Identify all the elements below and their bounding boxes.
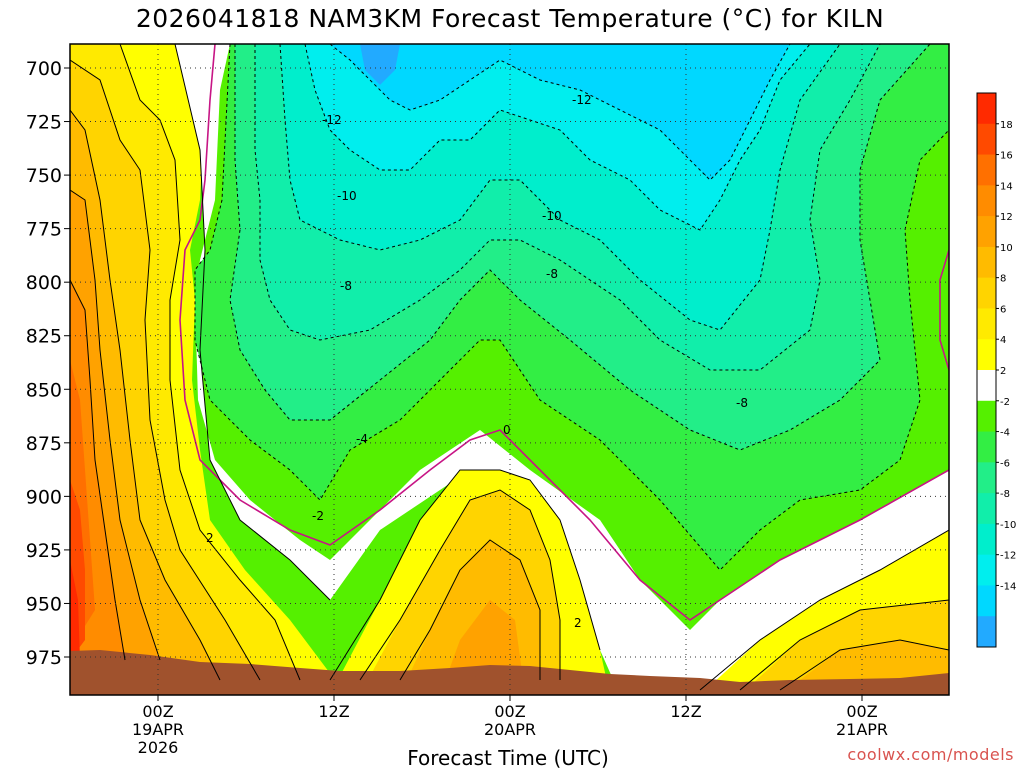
colorbar-label: -8	[1000, 489, 1010, 500]
colorbar-label: -4	[1000, 428, 1010, 439]
x-tick-label: 19APR	[132, 720, 184, 739]
colorbar-swatch	[977, 493, 996, 525]
y-tick-label: 900	[26, 486, 62, 508]
colorbar-swatch	[977, 400, 996, 433]
contour-label: -2	[312, 509, 324, 523]
grid	[70, 44, 949, 695]
terrain	[70, 650, 949, 695]
contour-label: -8	[736, 396, 748, 410]
colorbar-swatch	[977, 339, 996, 371]
colorbar-label: 18	[1000, 120, 1013, 131]
colorbar-label: 14	[1000, 181, 1013, 192]
colorbar: 18 16 14 12 10 8 6 4 2 -2 -4 -6 -8 -10 -12 -14	[976, 92, 1016, 648]
colorbar-label: 16	[1000, 151, 1013, 162]
cold-contours	[194, 44, 949, 571]
contour-label: 2	[206, 531, 214, 545]
colorbar-swatch	[977, 123, 996, 156]
colorbar-swatch	[977, 523, 996, 556]
y-tick-label: 925	[26, 540, 62, 562]
x-tick-label: 2026	[138, 738, 179, 757]
credit-text: coolwx.com/models	[847, 745, 1014, 764]
colorbar-swatch	[977, 554, 996, 586]
y-tick-label: 750	[26, 165, 62, 187]
y-tick-label: 850	[26, 379, 62, 401]
colorbar-label: -6	[1000, 458, 1010, 469]
colorbar-label: 6	[1000, 304, 1006, 315]
contour-label: -12	[322, 113, 342, 127]
contour-label: -8	[340, 279, 352, 293]
y-tick-label: 725	[26, 112, 62, 134]
colorbar-label: 10	[1000, 243, 1013, 254]
x-tick-label: 00Z	[494, 702, 525, 721]
colorbar-swatch	[977, 216, 996, 248]
region-minus-16	[360, 44, 400, 85]
x-tick-label: 12Z	[318, 702, 349, 721]
colorbar-swatch	[977, 246, 996, 279]
colorbar-swatch	[977, 277, 996, 309]
y-tick-label: 825	[26, 326, 62, 348]
colorbar-label: -14	[1000, 581, 1016, 592]
x-tick-label: 21APR	[836, 720, 888, 739]
temperature-field	[70, 44, 949, 695]
colorbar-swatch	[977, 308, 996, 340]
x-tick-label: 12Z	[670, 702, 701, 721]
colorbar-swatch	[977, 185, 996, 217]
y-tick-label: 950	[26, 593, 62, 615]
x-axis-label: Forecast Time (UTC)	[407, 746, 609, 768]
contour-label: 0	[503, 423, 511, 437]
region-near-zero	[175, 44, 949, 695]
colorbar-swatch	[977, 431, 996, 463]
y-axis: 700 725 750 775 800 825 850 875 900 925 950 975	[26, 58, 70, 669]
x-tick-label: 00Z	[846, 702, 877, 721]
colorbar-swatch	[977, 154, 996, 186]
contour-label: -12	[572, 93, 592, 107]
y-tick-label: 800	[26, 272, 62, 294]
colorbar-label: 4	[1000, 335, 1006, 346]
colorbar-swatch	[977, 585, 996, 617]
contour-label: -10	[542, 209, 562, 223]
y-tick-label: 700	[26, 58, 62, 80]
colorbar-label: -10	[1000, 520, 1016, 531]
colorbar-label: 8	[1000, 274, 1006, 285]
y-tick-label: 775	[26, 219, 62, 241]
contour-label: -4	[356, 432, 368, 446]
colorbar-swatch	[977, 370, 996, 402]
contour-label: -10	[337, 189, 357, 203]
chart-title: 2026041818 NAM3KM Forecast Temperature (…	[136, 4, 884, 33]
contour-labels: -12 -12 -10 -10 -8 -8 -8 -4 -2 0 2 2	[206, 93, 748, 630]
region-warm-left-18	[70, 560, 80, 670]
contour-label: -8	[546, 267, 558, 281]
colorbar-swatch	[977, 462, 996, 494]
colorbar-label: -12	[1000, 551, 1016, 562]
x-tick-label: 20APR	[484, 720, 536, 739]
warm-contours	[70, 44, 949, 691]
colorbar-swatch	[977, 93, 996, 125]
y-tick-label: 875	[26, 433, 62, 455]
region-minus-14	[330, 44, 790, 180]
x-tick-label: 00Z	[142, 702, 173, 721]
contour-label: 2	[574, 616, 582, 630]
zero-line-right	[939, 249, 949, 371]
colorbar-swatch	[977, 616, 996, 648]
zero-line	[179, 44, 949, 621]
colorbar-label: 12	[1000, 212, 1013, 223]
colorbar-label: -2	[1000, 397, 1010, 408]
colorbar-label: 2	[1000, 366, 1006, 377]
y-tick-label: 975	[26, 647, 62, 669]
